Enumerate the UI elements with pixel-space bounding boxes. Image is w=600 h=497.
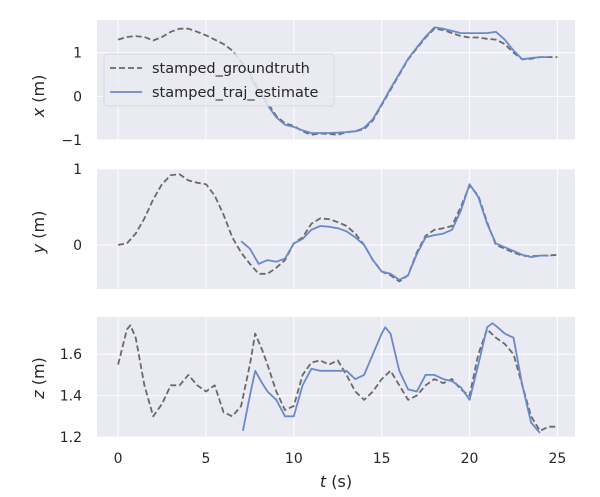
x-tick-label: 0 [114,451,123,467]
x-axis-label-unit: (s) [326,472,352,491]
y-axis-label-var: x [29,107,48,118]
plot-area [97,169,575,289]
y-tick-label: 1 [73,46,82,62]
series-line-stamped-groundtruth [117,27,558,136]
series-line-stamped-groundtruth [117,324,558,432]
x-tick-label: 10 [285,451,303,467]
y-tick-label: 0 [73,238,82,254]
y-axis-label-unit: (m) [29,357,48,390]
subplot-y: 0 1 y (m) [29,162,575,289]
series-line-stamped-groundtruth [117,173,558,283]
x-tick-label: 25 [549,451,567,467]
y-tick-label: 1.4 [60,389,82,405]
legend-box [103,53,335,107]
series-line-stamped-traj-estimate [240,183,549,281]
legend-entry: stamped_traj_estimate [152,85,319,101]
legend-entry: stamped_groundtruth [152,61,310,77]
y-tick-label: −1 [61,133,82,149]
y-axis-label-unit: (m) [29,211,48,244]
y-axis-label: z (m) [29,357,48,400]
x-tick-label: 5 [201,451,210,467]
y-tick-label: 1.6 [60,347,82,363]
y-axis-label: x (m) [29,75,48,119]
x-axis-label: t (s) [320,472,352,491]
y-axis-label-var: y [29,243,48,254]
y-axis-label: y (m) [29,211,48,255]
series-line-stamped-traj-estimate [249,26,549,134]
x-tick-label: 20 [461,451,479,467]
series-line-stamped-traj-estimate [242,322,541,434]
subplot-z: 1.2 1.4 1.6 z (m) 0 5 10 15 20 25 [29,317,575,467]
x-tick-label: 15 [373,451,391,467]
y-tick-label: 1 [73,162,82,178]
subplot-x: −1 0 1 x (m) stamped_groundtruth stamped_traj… [29,20,575,149]
y-tick-label: 1.2 [60,430,82,446]
y-axis-label-var: z [29,390,48,400]
x-axis-label-var: t [320,472,327,491]
plot-area [97,317,575,437]
y-tick-label: 0 [73,89,82,105]
y-axis-label-unit: (m) [29,75,48,108]
legend: stamped_groundtruth stamped_traj_estimate [103,53,335,107]
